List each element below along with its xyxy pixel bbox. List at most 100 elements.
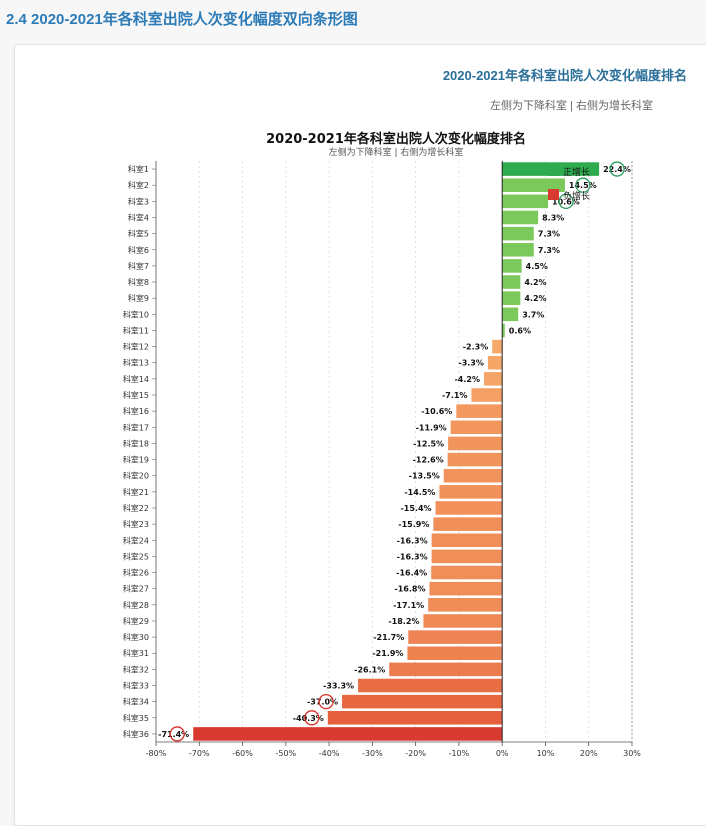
category-label: 科室27 — [123, 584, 149, 594]
x-tick-label: -70% — [189, 749, 210, 758]
x-tick-label: -80% — [146, 749, 167, 758]
highlight-circle — [169, 726, 185, 742]
bar — [456, 404, 503, 418]
category-label: 科室9 — [128, 293, 149, 303]
value-label: -17.1% — [393, 601, 424, 610]
category-label: 科室23 — [123, 519, 149, 529]
x-tick-label: 20% — [580, 749, 598, 758]
value-label: 10.6% — [552, 197, 580, 206]
section-title: 2.4 2020-2021年各科室出院人次变化幅度双向条形图 — [6, 11, 358, 28]
category-label: 科室19 — [123, 455, 149, 465]
value-label: -2.3% — [463, 343, 489, 352]
bar — [327, 711, 503, 725]
category-label: 科室25 — [123, 551, 149, 561]
value-label: -37.0% — [307, 698, 338, 707]
value-label: 22.4% — [603, 165, 631, 174]
value-label: 4.2% — [524, 294, 546, 303]
legend-label: 正增长 — [563, 166, 590, 178]
category-label: 科室16 — [123, 406, 149, 416]
category-label: 科室17 — [123, 422, 149, 432]
category-label: 科室26 — [123, 568, 149, 578]
bar — [439, 485, 503, 499]
category-label: 科室1 — [128, 164, 149, 174]
value-label: -16.3% — [397, 552, 428, 561]
category-label: 科室36 — [123, 729, 149, 739]
category-label: 科室24 — [123, 535, 149, 545]
category-label: 科室13 — [123, 358, 149, 368]
bar — [502, 291, 521, 305]
value-label: -33.3% — [323, 682, 354, 691]
card-subtitle: 左侧为下降科室 | 右侧为增长科室 — [490, 100, 653, 112]
category-label: 科室29 — [123, 616, 149, 626]
category-label: 科室4 — [128, 212, 149, 222]
bar — [431, 565, 503, 580]
bar — [448, 436, 503, 451]
value-label: 7.3% — [538, 246, 560, 255]
value-label: -15.4% — [400, 504, 431, 513]
category-label: 科室22 — [123, 503, 149, 513]
bar — [502, 210, 539, 225]
value-label: -40.3% — [293, 714, 324, 723]
value-label: 14.5% — [569, 181, 597, 190]
bar — [423, 614, 503, 628]
legend-swatch — [548, 165, 559, 176]
category-label: 科室7 — [128, 261, 149, 271]
value-label: -4.2% — [454, 375, 480, 384]
value-label: -13.5% — [409, 472, 440, 481]
bar — [492, 339, 503, 354]
category-label: 科室8 — [128, 277, 149, 287]
category-label: 科室11 — [123, 325, 149, 335]
value-label: 3.7% — [522, 310, 544, 319]
value-label: -11.9% — [416, 423, 447, 432]
bar — [389, 662, 503, 677]
category-label: 科室21 — [123, 487, 149, 497]
x-tick-label: -10% — [449, 749, 470, 758]
value-label: -12.6% — [413, 456, 444, 465]
value-label: -26.1% — [354, 665, 385, 674]
highlight-circle — [609, 161, 625, 177]
bar — [358, 678, 503, 693]
category-label: 科室31 — [123, 648, 149, 658]
bar — [431, 549, 503, 564]
category-label: 科室35 — [123, 713, 149, 723]
bar — [487, 355, 503, 370]
category-label: 科室2 — [128, 180, 149, 190]
value-label: -10.6% — [421, 407, 452, 416]
x-tick-label: 10% — [537, 749, 555, 758]
value-label: -16.3% — [397, 536, 428, 545]
bar — [431, 533, 503, 548]
bar — [408, 630, 503, 644]
x-tick-label: -40% — [319, 749, 340, 758]
value-label: -16.4% — [396, 569, 427, 578]
bar — [435, 501, 503, 515]
bar — [502, 226, 534, 241]
bar — [429, 581, 503, 596]
x-tick-label: 0% — [496, 749, 509, 758]
category-label: 科室10 — [123, 309, 149, 319]
value-label: -3.3% — [458, 359, 484, 368]
bar — [447, 452, 503, 467]
card-title: 2020-2021年各科室出院人次变化幅度排名 — [442, 68, 687, 83]
category-label: 科室18 — [123, 438, 149, 448]
category-label: 科室14 — [123, 374, 149, 384]
highlight-circle — [575, 177, 591, 193]
value-label: -18.2% — [388, 617, 419, 626]
legend-swatch — [548, 189, 559, 200]
value-label: 7.3% — [538, 230, 560, 239]
bar — [193, 727, 503, 741]
bar — [484, 372, 503, 386]
value-label: 8.3% — [542, 213, 564, 222]
bar — [443, 468, 503, 483]
value-label: -21.7% — [373, 633, 404, 642]
bar — [502, 242, 534, 257]
category-label: 科室30 — [123, 632, 149, 642]
category-label: 科室12 — [123, 342, 149, 352]
bar — [471, 388, 503, 402]
category-label: 科室5 — [128, 229, 149, 239]
value-label: -7.1% — [442, 391, 468, 400]
category-label: 科室3 — [128, 196, 149, 206]
x-tick-label: 30% — [623, 749, 641, 758]
value-label: -71.4% — [158, 730, 189, 739]
category-label: 科室34 — [123, 697, 149, 707]
